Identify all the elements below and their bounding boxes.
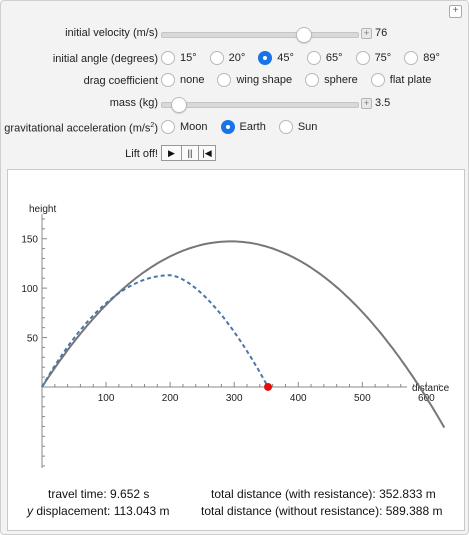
- y-tick-label: 100: [21, 284, 38, 295]
- drag-radio-button[interactable]: [305, 73, 320, 87]
- velocity-slider[interactable]: [161, 27, 359, 43]
- gravity-option-label: Earth: [239, 121, 266, 133]
- mass-slider[interactable]: [161, 97, 359, 113]
- gravity-option-2[interactable]: Sun: [278, 120, 318, 134]
- angle-radio-button[interactable]: [404, 51, 419, 65]
- gravity-option-0[interactable]: Moon: [161, 120, 208, 134]
- trajectory-with-resistance: [41, 274, 269, 388]
- mass-plus-icon[interactable]: +: [361, 98, 372, 109]
- gravity-radio-button[interactable]: [278, 120, 293, 134]
- angle-option-label: 20°: [228, 52, 246, 64]
- angle-option-label: 89°: [423, 52, 440, 64]
- gravity-option-1[interactable]: Earth: [220, 120, 266, 134]
- angle-radio-button[interactable]: [161, 51, 175, 65]
- angle-option-5[interactable]: 89°: [404, 51, 440, 65]
- velocity-plus-icon[interactable]: +: [361, 28, 372, 39]
- drag-option-3[interactable]: flat plate: [370, 73, 432, 87]
- drag-row: drag coefficient none wing shape sphere fla…: [1, 72, 468, 90]
- drag-option-2[interactable]: sphere: [305, 73, 358, 87]
- reset-button[interactable]: |◀: [198, 145, 216, 161]
- angle-option-3[interactable]: 65°: [306, 51, 343, 65]
- y-tick-label: 150: [21, 235, 38, 246]
- drag-option-label: sphere: [324, 74, 358, 86]
- velocity-slider-thumb[interactable]: [296, 27, 313, 43]
- play-button[interactable]: ▶: [161, 145, 182, 161]
- mass-value: 3.5: [375, 97, 391, 109]
- trajectory-without-resistance: [41, 240, 446, 429]
- angle-option-label: 65°: [325, 52, 343, 64]
- trajectory-plot: 100 200 300 400 500 600 50 100 150 distance height…: [7, 169, 465, 531]
- gravity-label: gravitational acceleration (m/s2): [4, 122, 158, 135]
- gravity-option-label: Sun: [297, 121, 318, 133]
- mass-label: mass (kg): [109, 97, 158, 109]
- drag-option-label: none: [180, 74, 205, 86]
- gravity-option-label: Moon: [180, 121, 208, 133]
- drag-label: drag coefficient: [83, 75, 158, 87]
- animation-controls: ▶ || |◀: [161, 145, 216, 161]
- angle-radio-group: 15° 20° 45° 65° 75° 89°: [161, 51, 453, 65]
- distance-without-resistance-readout: total distance (without resistance): 589…: [201, 504, 443, 518]
- distance-with-resistance-readout: total distance (with resistance): 352.83…: [211, 487, 436, 501]
- x-axis-label: distance: [412, 383, 450, 394]
- mass-slider-thumb[interactable]: [170, 97, 187, 113]
- angle-radio-button[interactable]: [258, 51, 273, 65]
- liftoff-label: Lift off!: [125, 148, 158, 160]
- angle-row: initial angle (degrees) 15° 20° 45° 65° 75° 8…: [1, 50, 468, 68]
- gravity-radio-button[interactable]: [220, 120, 235, 134]
- pause-button[interactable]: ||: [181, 145, 199, 161]
- angle-label: initial angle (degrees): [52, 53, 158, 65]
- angle-option-2[interactable]: 45°: [258, 51, 294, 65]
- drag-option-1[interactable]: wing shape: [217, 73, 292, 87]
- drag-option-0[interactable]: none: [161, 73, 204, 87]
- angle-option-1[interactable]: 20°: [209, 51, 246, 65]
- drag-radio-button[interactable]: [370, 73, 385, 87]
- travel-time-readout: travel time: 9.652 s: [48, 487, 150, 501]
- drag-radio-button[interactable]: [161, 73, 175, 87]
- angle-option-4[interactable]: 75°: [355, 51, 392, 65]
- projectile-marker: [264, 382, 273, 391]
- angle-option-0[interactable]: 15°: [161, 51, 197, 65]
- velocity-label: initial velocity (m/s): [65, 27, 158, 39]
- angle-option-label: 75°: [374, 52, 392, 64]
- angle-radio-button[interactable]: [306, 51, 321, 65]
- y-displacement-readout: y displacement: 113.043 m: [27, 504, 170, 518]
- x-tick-label: 400: [290, 393, 307, 404]
- drag-radio-group: none wing shape sphere flat plate: [161, 73, 444, 87]
- gravity-radio-group: Moon Earth Sun: [161, 120, 330, 134]
- x-tick-label: 100: [98, 393, 115, 404]
- x-tick-label: 500: [354, 393, 371, 404]
- mass-row: mass (kg) + 3.5: [1, 94, 468, 113]
- drag-radio-button[interactable]: [217, 73, 232, 87]
- y-axis-label: height: [29, 204, 56, 215]
- options-plus-icon[interactable]: +: [449, 5, 462, 18]
- drag-option-label: wing shape: [236, 74, 293, 86]
- liftoff-row: Lift off! ▶ || |◀: [1, 145, 468, 163]
- x-tick-label: 200: [162, 393, 179, 404]
- gravity-radio-button[interactable]: [161, 120, 175, 134]
- angle-radio-button[interactable]: [355, 51, 370, 65]
- drag-option-label: flat plate: [389, 74, 432, 86]
- angle-radio-button[interactable]: [209, 51, 224, 65]
- velocity-value: 76: [375, 27, 388, 39]
- y-tick-label: 50: [27, 334, 39, 345]
- gravity-row: gravitational acceleration (m/s2) Moon Ea…: [1, 119, 468, 137]
- angle-option-label: 15°: [180, 52, 197, 64]
- x-tick-label: 300: [226, 393, 243, 404]
- velocity-row: initial velocity (m/s) + 76: [1, 24, 468, 43]
- angle-option-label: 45°: [277, 52, 294, 64]
